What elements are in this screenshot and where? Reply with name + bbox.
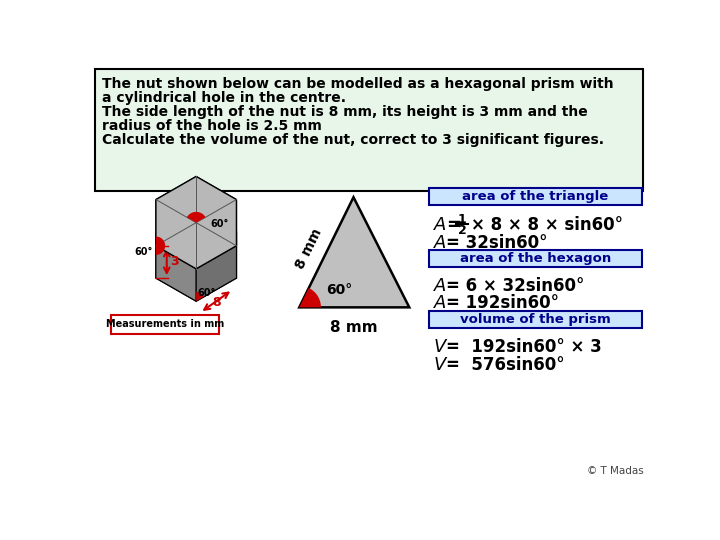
Text: The nut shown below can be modelled as a hexagonal prism with: The nut shown below can be modelled as a… — [102, 77, 613, 91]
Text: 60°: 60° — [134, 247, 153, 257]
Text: =: = — [446, 216, 462, 234]
Text: 60°: 60° — [198, 288, 216, 299]
FancyBboxPatch shape — [429, 311, 642, 328]
FancyBboxPatch shape — [111, 315, 220, 334]
FancyBboxPatch shape — [429, 249, 642, 267]
Text: a cylindrical hole in the centre.: a cylindrical hole in the centre. — [102, 91, 346, 105]
Text: 2: 2 — [458, 224, 467, 237]
Polygon shape — [156, 177, 236, 269]
Polygon shape — [196, 246, 236, 301]
Text: = 192sin60°: = 192sin60° — [446, 294, 559, 313]
Text: $\mathit{V}$: $\mathit{V}$ — [433, 356, 448, 374]
Text: Measurements in mm: Measurements in mm — [106, 319, 225, 329]
Text: × 8 × 8 × sin60°: × 8 × 8 × sin60° — [472, 216, 624, 234]
Polygon shape — [300, 197, 409, 307]
Polygon shape — [186, 212, 206, 222]
Text: =  576sin60°: = 576sin60° — [446, 356, 565, 374]
Text: $\mathit{A}$: $\mathit{A}$ — [433, 294, 446, 313]
Text: $\mathit{A}$: $\mathit{A}$ — [433, 277, 446, 295]
Polygon shape — [196, 177, 236, 232]
Text: 60°: 60° — [326, 282, 353, 296]
Text: $\mathit{A}$: $\mathit{A}$ — [433, 216, 446, 234]
Text: = 6 × 32sin60°: = 6 × 32sin60° — [446, 277, 585, 295]
Text: 1: 1 — [458, 213, 467, 226]
Text: 8 mm: 8 mm — [294, 226, 325, 271]
Text: area of the hexagon: area of the hexagon — [460, 252, 611, 265]
Text: $\mathit{V}$: $\mathit{V}$ — [433, 339, 448, 356]
FancyBboxPatch shape — [96, 70, 642, 191]
Text: © T Madas: © T Madas — [587, 466, 644, 476]
Text: 8 mm: 8 mm — [330, 320, 377, 335]
Text: 8: 8 — [212, 296, 220, 309]
Text: = 32sin60°: = 32sin60° — [446, 234, 548, 252]
Text: radius of the hole is 2.5 mm: radius of the hole is 2.5 mm — [102, 119, 322, 133]
Text: Calculate the volume of the nut, correct to 3 significant figures.: Calculate the volume of the nut, correct… — [102, 132, 603, 146]
Polygon shape — [300, 288, 321, 307]
Text: area of the triangle: area of the triangle — [462, 190, 608, 203]
Text: 3: 3 — [170, 255, 179, 268]
Polygon shape — [156, 237, 165, 255]
Polygon shape — [156, 209, 236, 301]
Text: volume of the prism: volume of the prism — [460, 313, 611, 326]
Text: 60°: 60° — [210, 219, 228, 229]
Polygon shape — [156, 177, 196, 232]
FancyBboxPatch shape — [429, 188, 642, 205]
Text: =  192sin60° × 3: = 192sin60° × 3 — [446, 339, 602, 356]
Text: $\mathit{A}$: $\mathit{A}$ — [433, 234, 446, 252]
Text: The side length of the nut is 8 mm, its height is 3 mm and the: The side length of the nut is 8 mm, its … — [102, 105, 588, 119]
Polygon shape — [196, 292, 204, 301]
Polygon shape — [156, 246, 196, 301]
